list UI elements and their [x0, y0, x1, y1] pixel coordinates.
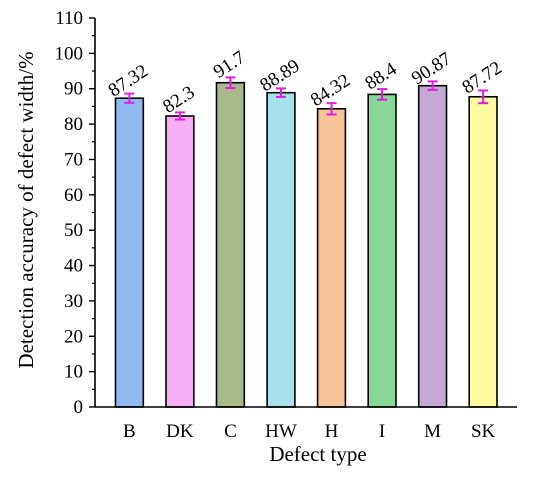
y-tick-label: 10 [64, 362, 83, 383]
bars-group [114, 81, 498, 408]
x-tick-label-i: I [379, 421, 385, 442]
y-tick-label: 40 [64, 256, 83, 277]
y-tick-label: 60 [64, 185, 83, 206]
y-tick-label: 80 [64, 114, 83, 135]
x-tick-label-sk: SK [471, 421, 496, 442]
y-tick-label: 0 [74, 397, 84, 418]
x-tick-label-dk: DK [166, 421, 194, 442]
y-tick-label: 100 [55, 43, 84, 64]
error-bars-group [124, 76, 489, 121]
x-tick-label-h: H [325, 421, 339, 442]
y-tick-label: 50 [64, 220, 83, 241]
x-tick-label-c: C [224, 421, 237, 442]
x-tick-label-b: B [123, 421, 136, 442]
y-tick-label: 90 [64, 79, 83, 100]
bar-m [417, 84, 448, 408]
y-tick-label: 30 [64, 291, 83, 312]
y-axis-title: Detection accuracy of defect width/% [14, 51, 38, 368]
bar-hw [266, 91, 296, 408]
y-tick-label: 110 [55, 8, 83, 29]
y-tick-label: 20 [64, 326, 83, 347]
value-label-dk: 82.3 [159, 82, 198, 118]
bar-b [114, 97, 145, 408]
bar-c [215, 81, 246, 408]
bar-dk [165, 115, 195, 408]
bar-i [367, 93, 397, 408]
bar-h [316, 108, 347, 408]
bar-sk [468, 96, 498, 408]
x-axis: B DK C HW H I M SK [95, 406, 517, 442]
x-tick-label-hw: HW [265, 421, 297, 442]
y-axis: 0 10 20 30 40 50 60 70 80 90 100 110 [55, 8, 96, 418]
x-tick-label-m: M [424, 421, 441, 442]
y-tick-label: 70 [64, 149, 83, 170]
value-label-c: 91.7 [210, 47, 249, 83]
x-axis-title: Defect type [269, 442, 366, 466]
